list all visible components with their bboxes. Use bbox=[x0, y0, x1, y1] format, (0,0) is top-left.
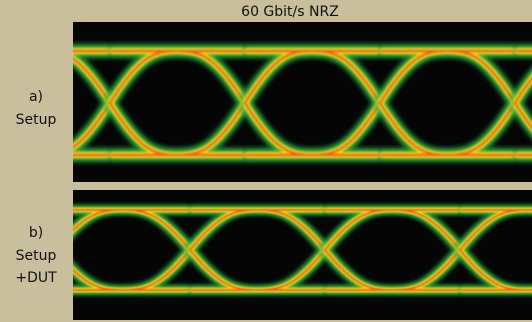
panel-label: a) bbox=[29, 89, 43, 105]
figure: 60 Gbit/s NRZ a) Setup b) Setup +DUT bbox=[0, 0, 532, 322]
figure-title: 60 Gbit/s NRZ bbox=[241, 4, 339, 20]
page: {"title": "60 Gbit/s NRZ", "panels": [ {… bbox=[0, 0, 532, 322]
panel-label: Setup bbox=[16, 112, 57, 128]
panel-label: +DUT bbox=[15, 270, 57, 286]
eye-diagram-b bbox=[0, 190, 532, 320]
panel-label: b) bbox=[29, 225, 43, 241]
panel-label: Setup bbox=[16, 248, 57, 264]
eye-diagram-a bbox=[0, 22, 532, 182]
